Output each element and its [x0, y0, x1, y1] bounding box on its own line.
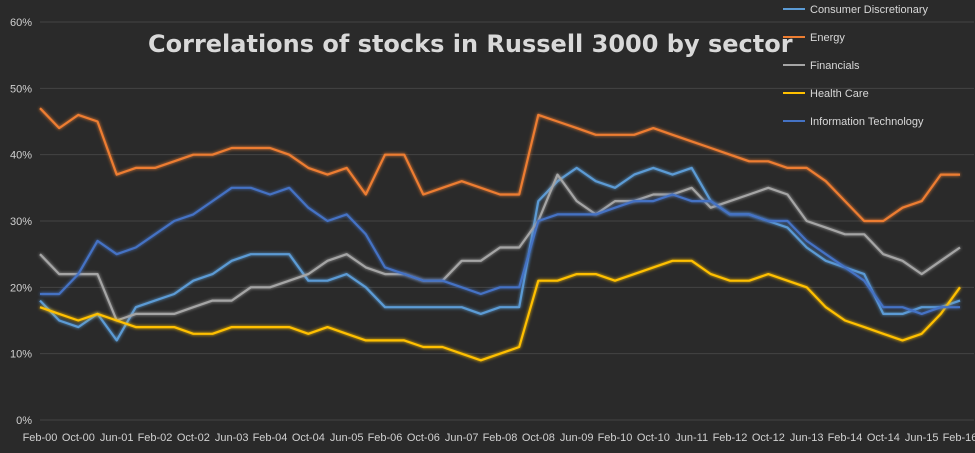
legend-label: Financials	[810, 60, 860, 72]
x-tick-label: Oct-02	[177, 432, 210, 444]
gridlines	[40, 21, 974, 421]
legend: Consumer Discretionary Energy Financials He…	[783, 4, 928, 128]
y-axis-ticks: 0% 10% 20% 30% 40% 50% 60%	[10, 17, 32, 427]
x-axis-ticks: Feb-00 Oct-00 Jun-01 Feb-02 Oct-02 Jun-03 Feb-…	[23, 432, 975, 444]
x-tick-label: Jun-05	[330, 432, 364, 444]
x-tick-label: Oct-14	[867, 432, 900, 444]
x-tick-label: Feb-02	[138, 432, 173, 444]
x-tick-label: Oct-04	[292, 432, 325, 444]
x-tick-label: Jun-03	[215, 432, 249, 444]
y-tick-label: 20%	[10, 282, 32, 294]
x-tick-label: Jun-09	[560, 432, 594, 444]
x-tick-label: Jun-11	[675, 432, 708, 444]
legend-label: Energy	[810, 32, 845, 44]
series-line-information-technology	[40, 186, 960, 315]
x-tick-label: Feb-00	[23, 432, 58, 444]
x-tick-label: Feb-10	[598, 432, 633, 444]
y-tick-label: 60%	[10, 17, 32, 29]
legend-label: Information Technology	[810, 116, 924, 128]
y-tick-label: 10%	[10, 349, 32, 361]
series-line-health-care	[39, 259, 961, 362]
x-tick-label: Oct-08	[522, 432, 555, 444]
chart-title: Correlations of stocks in Russell 3000 b…	[148, 30, 793, 58]
x-tick-label: Oct-00	[62, 432, 95, 444]
x-tick-label: Feb-04	[253, 432, 288, 444]
x-tick-label: Jun-01	[100, 432, 134, 444]
x-tick-label: Feb-06	[368, 432, 403, 444]
series-lines	[39, 107, 961, 362]
series-line-energy	[39, 107, 960, 223]
legend-label: Health Care	[810, 88, 869, 100]
x-tick-label: Feb-12	[713, 432, 748, 444]
x-tick-label: Feb-14	[828, 432, 863, 444]
y-tick-label: 50%	[10, 83, 32, 95]
x-tick-label: Feb-16	[943, 432, 975, 444]
x-tick-label: Oct-12	[752, 432, 785, 444]
y-tick-label: 30%	[10, 216, 32, 228]
x-tick-label: Oct-10	[637, 432, 670, 444]
y-tick-label: 0%	[16, 415, 32, 427]
x-tick-label: Jun-07	[445, 432, 479, 444]
series-line-financials	[39, 173, 961, 322]
y-tick-label: 40%	[10, 150, 32, 162]
x-tick-label: Jun-13	[790, 432, 824, 444]
series-line-consumer-discretionary	[39, 166, 961, 342]
x-tick-label: Feb-08	[483, 432, 518, 444]
legend-label: Consumer Discretionary	[810, 4, 928, 16]
x-tick-label: Jun-15	[905, 432, 939, 444]
x-tick-label: Oct-06	[407, 432, 440, 444]
